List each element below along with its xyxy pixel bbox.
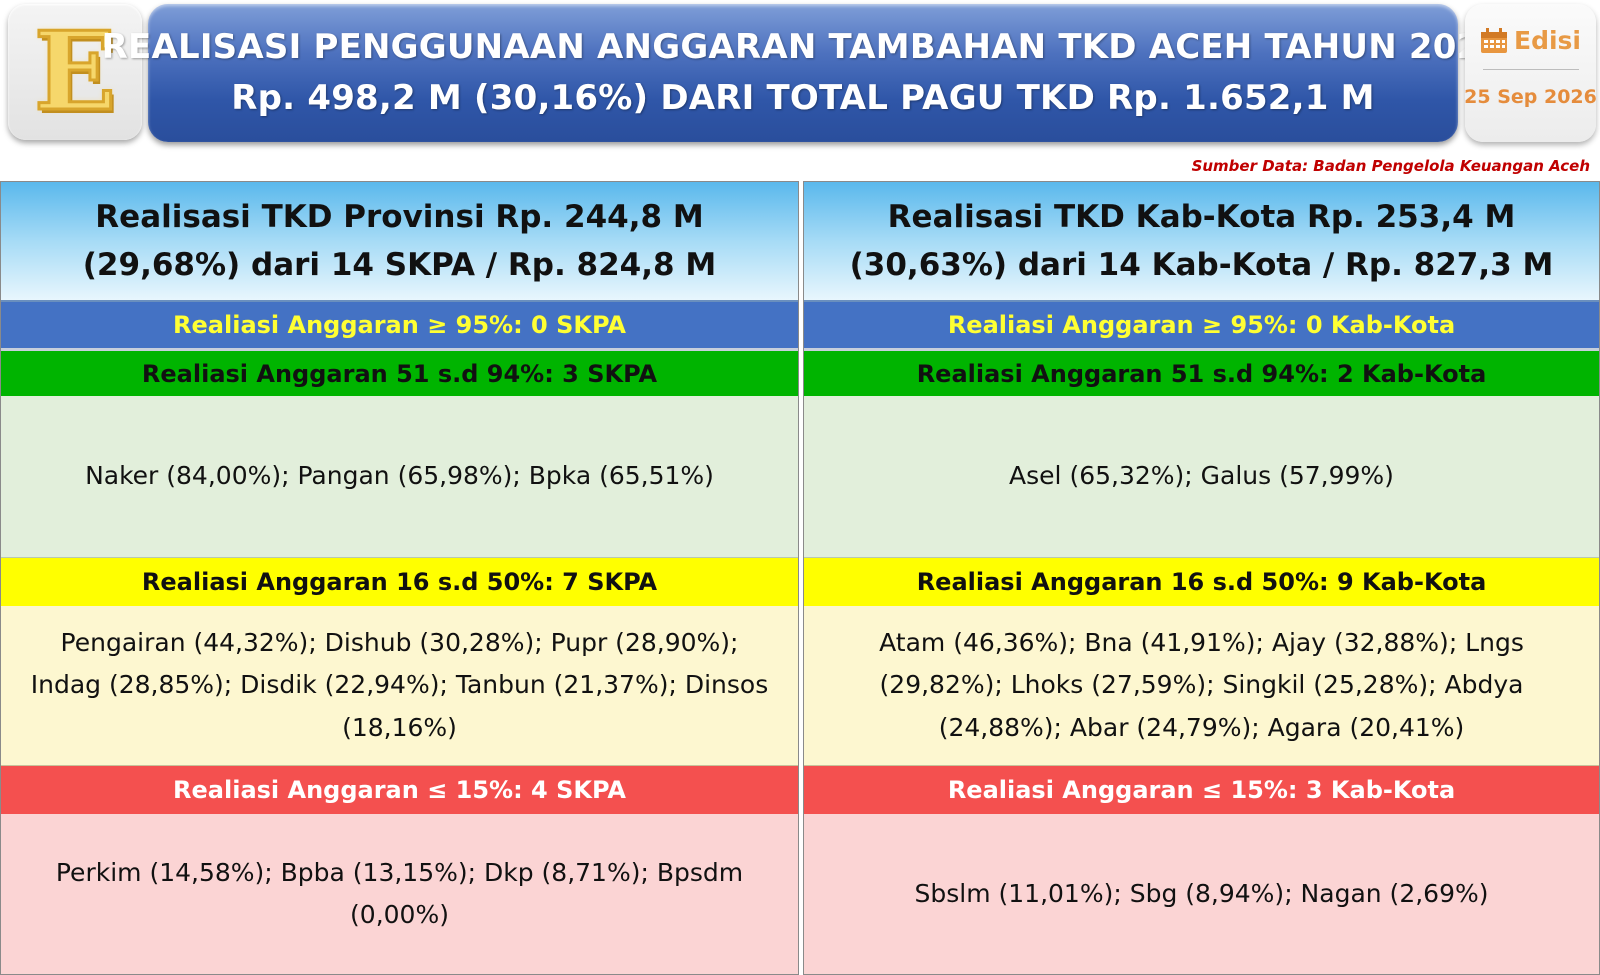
logo: E xyxy=(8,4,142,140)
provinsi-items-15: Perkim (14,58%); Bpba (13,15%); Dkp (8,7… xyxy=(1,814,798,974)
logo-letter: E xyxy=(32,9,117,135)
kabkota-column: Realisasi TKD Kab-Kota Rp. 253,4 M (30,6… xyxy=(803,181,1600,975)
calendar-icon xyxy=(1481,27,1507,53)
provinsi-band-16-50: Realiasi Anggaran 16 s.d 50%: 7 SKPA xyxy=(1,558,798,606)
column-divider xyxy=(799,181,803,975)
title-line-1: REALISASI PENGGUNAAN ANGGARAN TAMBAHAN T… xyxy=(101,27,1505,67)
kabkota-band-16-50: Realiasi Anggaran 16 s.d 50%: 9 Kab-Kota xyxy=(804,558,1599,606)
source-note: Sumber Data: Badan Pengelola Keuangan Ac… xyxy=(1191,157,1590,175)
kabkota-band-15: Realiasi Anggaran ≤ 15%: 3 Kab-Kota xyxy=(804,766,1599,814)
title-banner: REALISASI PENGGUNAAN ANGGARAN TAMBAHAN T… xyxy=(102,4,1504,142)
provinsi-items-16-50: Pengairan (44,32%); Dishub (30,28%); Pup… xyxy=(1,606,798,766)
provinsi-band-51-94: Realiasi Anggaran 51 s.d 94%: 3 SKPA xyxy=(1,351,798,396)
kabkota-items-51-94: Asel (65,32%); Galus (57,99%) xyxy=(804,396,1599,558)
kabkota-band-95: Realiasi Anggaran ≥ 95%: 0 Kab-Kota xyxy=(804,302,1599,351)
edition-date: 25 Sep 2026 xyxy=(1464,86,1597,108)
provinsi-items-51-94: Naker (84,00%); Pangan (65,98%); Bpka (6… xyxy=(1,396,798,558)
edition-header: Edisi xyxy=(1480,26,1581,55)
edition-label: Edisi xyxy=(1514,26,1581,55)
edition-divider xyxy=(1482,69,1579,70)
provinsi-band-15: Realiasi Anggaran ≤ 15%: 4 SKPA xyxy=(1,766,798,814)
provinsi-column: Realisasi TKD Provinsi Rp. 244,8 M (29,6… xyxy=(0,181,799,975)
kabkota-band-51-94: Realiasi Anggaran 51 s.d 94%: 2 Kab-Kota xyxy=(804,351,1599,396)
kabkota-items-16-50: Atam (46,36%); Bna (41,91%); Ajay (32,88… xyxy=(804,606,1599,766)
provinsi-band-95: Realiasi Anggaran ≥ 95%: 0 SKPA xyxy=(1,302,798,351)
provinsi-title: Realisasi TKD Provinsi Rp. 244,8 M (29,6… xyxy=(1,182,798,302)
title-line-2: Rp. 498,2 M (30,16%) DARI TOTAL PAGU TKD… xyxy=(231,78,1375,118)
kabkota-items-15: Sbslm (11,01%); Sbg (8,94%); Nagan (2,69… xyxy=(804,814,1599,974)
edition-box: Edisi 25 Sep 2026 xyxy=(1464,4,1597,142)
kabkota-title: Realisasi TKD Kab-Kota Rp. 253,4 M (30,6… xyxy=(804,182,1599,302)
